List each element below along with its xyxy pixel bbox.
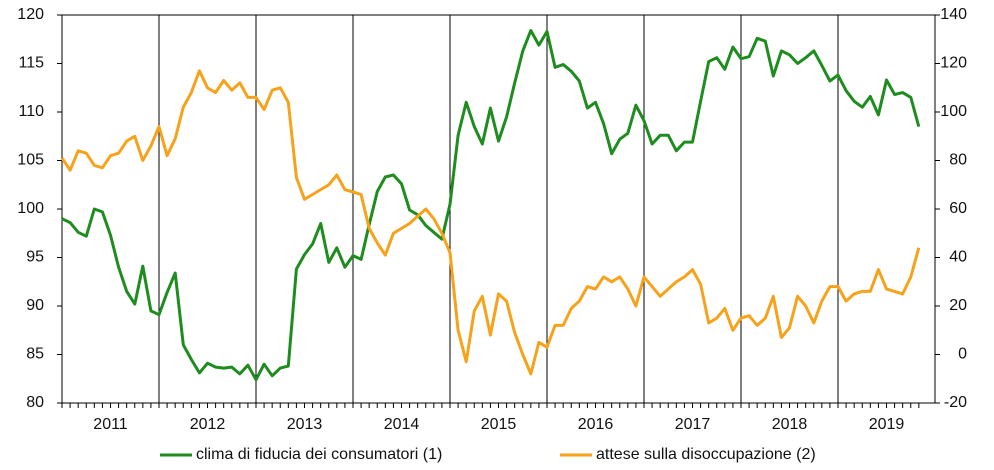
y2-tick-label: 60	[949, 200, 967, 217]
x-tick-label: 2014	[384, 416, 420, 433]
x-tick-label: 2017	[675, 416, 711, 433]
legend-label: attese sulla disoccupazione (2)	[596, 446, 816, 463]
x-tick-label: 2013	[287, 416, 323, 433]
y-tick-label: 90	[26, 297, 44, 314]
y2-tick-label: 100	[940, 103, 967, 120]
y-tick-label: 115	[18, 55, 44, 72]
y2-tick-label: 0	[958, 346, 967, 363]
x-tick-label: 2012	[190, 416, 226, 433]
series-line	[60, 69, 921, 376]
y-tick-label: 110	[18, 103, 44, 120]
y-tick-label: 85	[26, 346, 44, 363]
y-tick-label: 80	[26, 394, 44, 411]
plot-frame	[61, 14, 936, 404]
y-tick-label: 95	[26, 249, 44, 266]
y2-tick-label: 20	[949, 297, 967, 314]
x-tick-label: 2015	[481, 416, 517, 433]
y2-tick-label: -20	[944, 394, 967, 411]
x-tick-label: 2011	[93, 416, 128, 433]
y2-tick-label: 80	[949, 152, 967, 169]
y2-tick-label: 40	[949, 249, 967, 266]
series-line	[61, 29, 921, 382]
y2-tick-label: 140	[940, 6, 967, 23]
x-tick-label: 2018	[772, 416, 808, 433]
y-tick-label: 100	[17, 200, 44, 217]
y2-tick-label: 120	[940, 55, 967, 72]
legend-label: clima di fiducia dei consumatori (1)	[196, 446, 442, 463]
x-tick-label: 2016	[578, 416, 614, 433]
y-tick-label: 105	[17, 152, 44, 169]
x-tick-label: 2019	[869, 416, 905, 433]
y-tick-label: 120	[17, 6, 44, 23]
